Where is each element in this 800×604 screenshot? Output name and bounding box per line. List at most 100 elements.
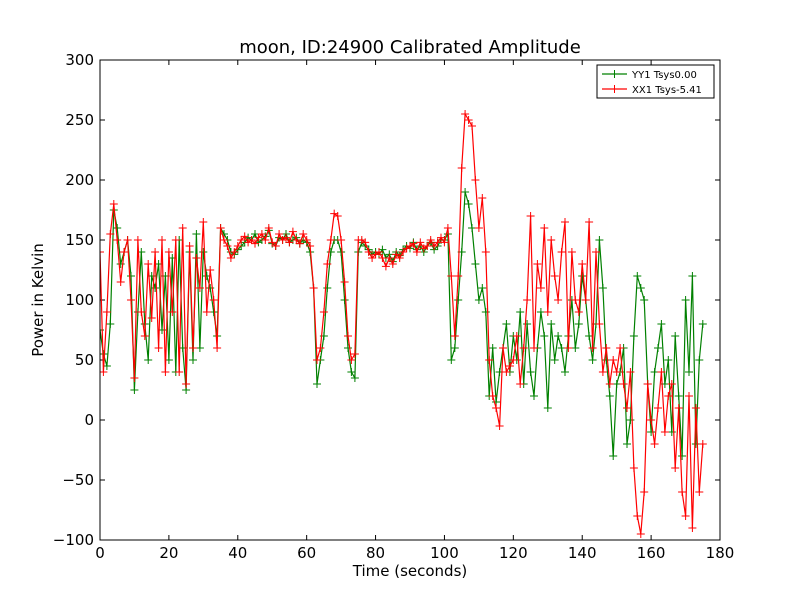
x-tick-label: 180	[706, 544, 735, 562]
data-point-marker	[147, 314, 156, 322]
data-point-marker	[561, 218, 569, 226]
data-point-marker	[412, 248, 421, 256]
data-point-marker	[271, 242, 280, 250]
data-point-marker	[385, 254, 394, 262]
data-point-marker	[323, 284, 332, 292]
data-point-marker	[337, 236, 346, 244]
data-point-marker	[106, 320, 115, 328]
data-point-marker	[478, 194, 487, 202]
x-tick-label: 140	[568, 544, 597, 562]
data-point-marker	[592, 248, 600, 256]
data-point-marker	[636, 530, 645, 538]
x-tick-label: 80	[366, 544, 385, 562]
data-point-marker	[199, 218, 208, 226]
data-point-marker	[609, 356, 618, 364]
data-point-marker	[471, 260, 480, 268]
data-point-marker	[437, 233, 445, 242]
data-point-marker	[109, 200, 118, 208]
data-point-marker	[681, 296, 690, 304]
data-point-marker	[633, 512, 642, 520]
data-point-marker	[678, 488, 687, 496]
data-point-marker	[151, 248, 160, 256]
series-layer	[100, 110, 707, 538]
data-point-marker	[347, 368, 356, 376]
data-point-marker	[137, 308, 146, 316]
data-point-marker	[698, 440, 707, 448]
data-point-marker	[581, 296, 590, 304]
data-point-marker	[189, 344, 197, 352]
data-point-marker	[299, 230, 308, 238]
data-point-marker	[120, 248, 129, 256]
data-point-marker	[171, 236, 180, 244]
data-point-marker	[547, 236, 556, 244]
data-point-marker	[268, 238, 277, 247]
data-point-marker	[195, 344, 204, 352]
data-point-marker	[564, 344, 573, 352]
data-point-marker	[230, 248, 239, 256]
data-point-marker	[554, 332, 563, 340]
data-point-marker	[100, 248, 104, 256]
data-point-marker	[488, 344, 497, 352]
data-point-marker	[426, 236, 435, 244]
data-point-marker	[106, 230, 115, 238]
data-point-marker	[464, 116, 473, 124]
data-point-marker	[516, 308, 525, 316]
data-point-marker	[185, 242, 194, 250]
x-tick-label: 40	[228, 544, 247, 562]
data-point-marker	[657, 368, 666, 376]
data-point-marker	[588, 356, 597, 364]
data-point-marker	[309, 284, 318, 292]
data-point-marker	[313, 380, 321, 388]
data-point-marker	[261, 236, 270, 244]
data-point-marker	[674, 404, 683, 412]
data-point-marker	[151, 284, 160, 292]
data-point-marker	[416, 238, 425, 247]
data-point-marker	[247, 236, 256, 244]
data-point-marker	[609, 452, 618, 460]
data-point-marker	[667, 428, 676, 436]
data-point-marker	[612, 380, 621, 388]
data-point-marker	[216, 224, 225, 232]
data-point-marker	[368, 254, 377, 262]
data-point-marker	[633, 272, 642, 280]
x-tick-label: 60	[297, 544, 316, 562]
data-point-marker	[571, 344, 580, 352]
data-point-marker	[502, 320, 511, 328]
data-point-marker	[671, 464, 680, 472]
data-point-marker	[671, 332, 680, 340]
data-point-marker	[526, 368, 535, 376]
y-tick-label: −50	[62, 471, 94, 489]
data-point-marker	[468, 122, 476, 130]
data-point-marker	[557, 248, 566, 256]
data-point-marker	[616, 344, 625, 352]
data-point-marker	[698, 320, 707, 328]
data-point-marker	[430, 242, 439, 250]
data-point-marker	[433, 238, 442, 247]
data-point-marker	[678, 452, 687, 460]
data-point-marker	[574, 320, 583, 328]
data-point-marker	[192, 230, 201, 238]
data-point-marker	[474, 224, 483, 232]
data-point-marker	[488, 392, 497, 400]
data-point-marker	[557, 344, 566, 352]
data-point-marker	[523, 320, 532, 328]
series-xx1	[100, 110, 707, 538]
data-point-marker	[144, 260, 153, 268]
data-point-marker	[543, 404, 552, 412]
series-line	[100, 111, 704, 535]
legend-label: XX1 Tsys-5.41	[632, 85, 702, 96]
data-point-marker	[505, 362, 514, 370]
data-point-marker	[485, 356, 494, 364]
data-point-marker	[116, 278, 125, 286]
data-point-marker	[685, 392, 693, 400]
data-point-marker	[316, 344, 325, 352]
data-point-marker	[530, 344, 538, 352]
data-point-marker	[175, 368, 184, 376]
data-point-marker	[481, 248, 490, 256]
data-point-marker	[123, 236, 132, 244]
y-tick-label: 0	[84, 411, 94, 429]
data-point-marker	[623, 404, 631, 412]
y-tick-label: 100	[65, 291, 94, 309]
